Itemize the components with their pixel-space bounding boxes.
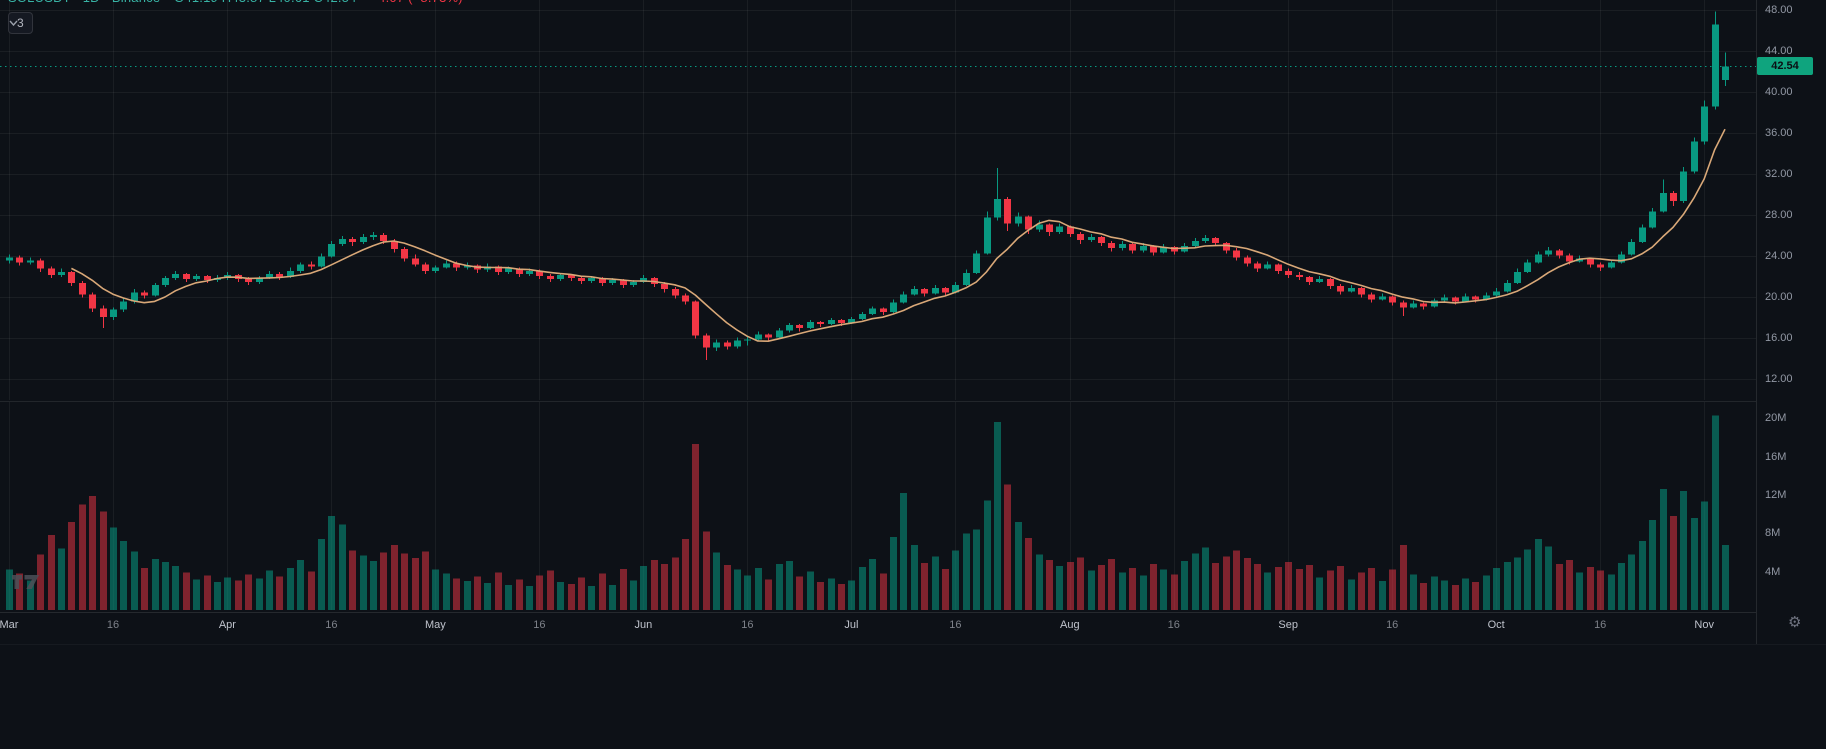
ohlc-values: O41.19 H43.87 L40.61 C42.54 — [174, 0, 356, 5]
axis-bottom-edge — [0, 644, 1826, 645]
time-tick-label: Apr — [218, 619, 236, 631]
price-tick-label: 40.00 — [1765, 86, 1793, 99]
time-tick-label: 16 — [106, 619, 120, 631]
price-tick-label: 32.00 — [1765, 168, 1793, 181]
price-tick-label: 24.00 — [1765, 250, 1793, 263]
time-tick-label: 16 — [1594, 619, 1607, 631]
time-tick-label: Jul — [844, 619, 859, 631]
volume-tick-label: 20M — [1765, 412, 1787, 425]
time-axis[interactable]: Mar 16 Apr 16 May 16 Jun 16 Jul 16 Aug 16 Sep 16 Oct 16… — [0, 612, 1756, 645]
time-tick-label: 16 — [325, 619, 338, 631]
legend-collapse-count: 3 — [17, 16, 24, 30]
time-tick-label: Nov — [1694, 619, 1714, 631]
time-tick-label: Jun — [634, 619, 653, 631]
current-price-label: 42.54 — [1757, 57, 1813, 76]
volume-tick-label: 8M — [1765, 527, 1781, 540]
legend-bar[interactable]: SOLUSDT · 1D · Binance O41.19 H43.87 L40… — [8, 0, 473, 6]
change-value: −4.07 (−8.73%) — [370, 0, 462, 5]
price-tick-label: 12.00 — [1765, 373, 1793, 386]
time-tick-label: 16 — [1386, 619, 1399, 631]
price-tick-label: 16.00 — [1765, 332, 1793, 345]
volume-pane-canvas[interactable] — [0, 402, 1756, 612]
time-tick-label: 16 — [949, 619, 962, 631]
price-tick-label: 36.00 — [1765, 127, 1793, 140]
volume-tick-label: 16M — [1765, 450, 1787, 463]
time-tick-label: Oct — [1487, 619, 1505, 631]
price-tick-label: 28.00 — [1765, 209, 1793, 222]
time-tick-label: Aug — [1060, 619, 1080, 631]
price-tick-label: 20.00 — [1765, 291, 1793, 304]
settings-gear-icon[interactable]: ⚙ — [1788, 614, 1802, 631]
time-tick-label: 16 — [533, 619, 546, 631]
symbol-title[interactable]: SOLUSDT · 1D · Binance — [8, 0, 160, 5]
chevron-down-icon — [9, 20, 18, 26]
time-tick-label: Sep — [1278, 619, 1298, 631]
price-tick-label: 48.00 — [1765, 4, 1793, 17]
volume-tick-label: 4M — [1765, 565, 1781, 578]
price-pane-canvas[interactable] — [0, 0, 1756, 401]
time-tick-label: Mar — [0, 619, 19, 631]
legend-collapse-button[interactable]: 3 — [8, 12, 33, 34]
time-tick-label: 16 — [741, 619, 754, 631]
price-tick-label: 44.00 — [1765, 45, 1793, 58]
price-axis[interactable]: 48.00 44.00 40.00 36.00 32.00 28.00 24.00 20.00… — [1756, 0, 1826, 644]
pane-separator[interactable] — [0, 401, 1756, 402]
time-tick-label: 16 — [1167, 619, 1180, 631]
moving-average-line — [71, 128, 1726, 343]
time-tick-label: May — [425, 619, 446, 631]
volume-tick-label: 12M — [1765, 488, 1787, 501]
